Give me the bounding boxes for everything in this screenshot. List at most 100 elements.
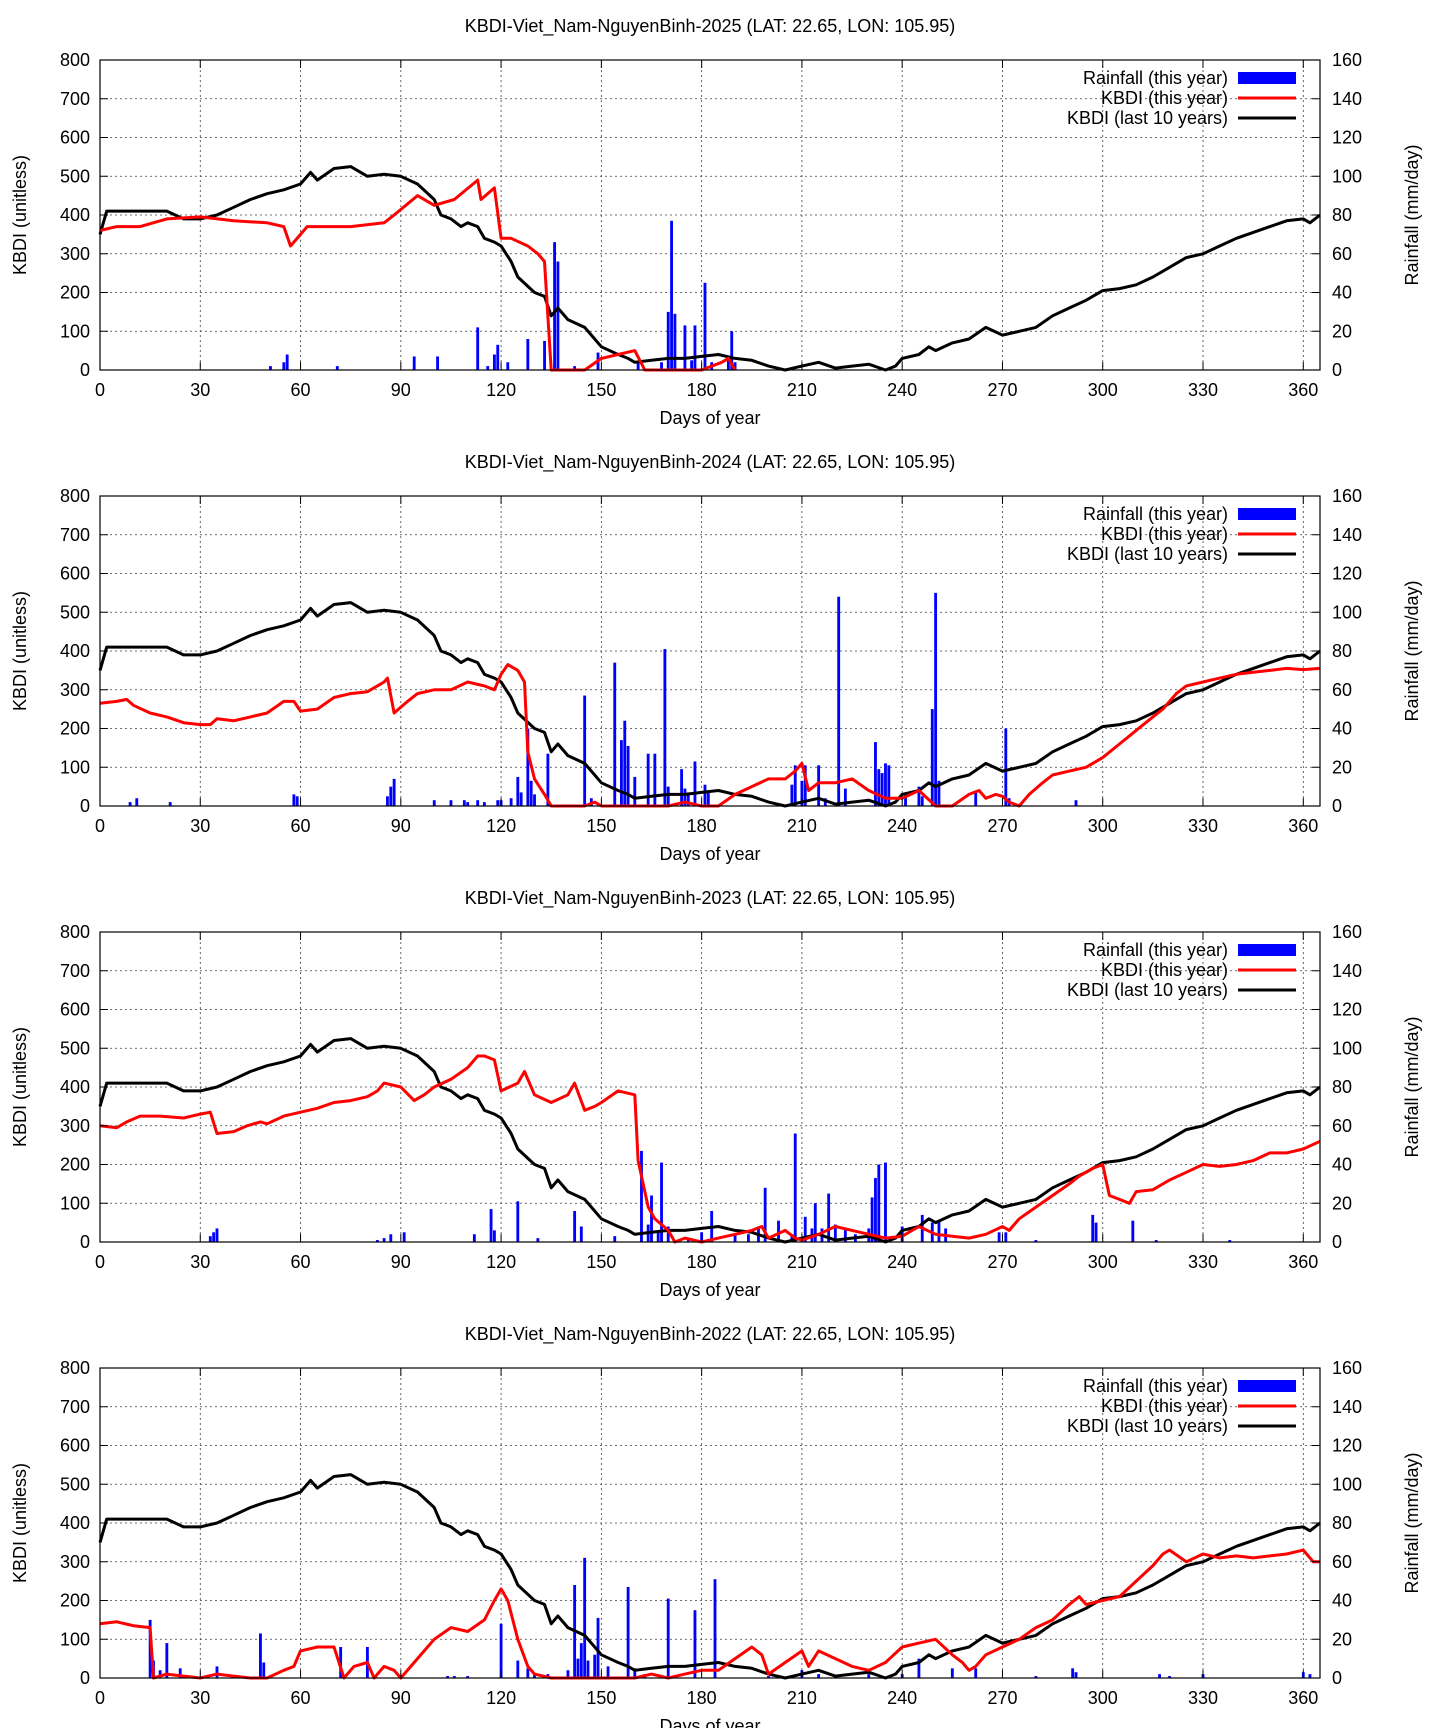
rainfall-bar (529, 780, 533, 806)
rainfall-bar (693, 761, 697, 806)
rainfall-bar (269, 366, 272, 370)
rainfall-bar (747, 1234, 750, 1242)
legend-swatch-rainfall (1238, 72, 1296, 84)
rainfall-bar (950, 1668, 954, 1678)
y-right-tick-label: 120 (1332, 128, 1362, 148)
x-tick-label: 0 (95, 380, 105, 400)
y-left-tick-label: 600 (60, 564, 90, 584)
rainfall-bar (620, 740, 623, 806)
y-right-tick-label: 80 (1332, 641, 1352, 661)
y-right-tick-label: 0 (1332, 1668, 1342, 1688)
y-left-tick-label: 800 (60, 1358, 90, 1378)
legend-label: KBDI (last 10 years) (1067, 108, 1228, 128)
rainfall-bar (335, 366, 339, 370)
legend-label: KBDI (this year) (1101, 960, 1228, 980)
rainfall-bar (576, 1658, 580, 1678)
rainfall-bar (583, 695, 587, 806)
legend-label: KBDI (last 10 years) (1067, 1416, 1228, 1436)
x-tick-label: 270 (987, 816, 1017, 836)
rainfall-bar (285, 354, 289, 370)
rainfall-bar (212, 1232, 216, 1242)
x-tick-label: 150 (586, 380, 616, 400)
kbdi-this-year-line (99, 1054, 1321, 1244)
legend-label: KBDI (this year) (1101, 88, 1228, 108)
chart-title: KBDI-Viet_Nam-NguyenBinh-2024 (LAT: 22.6… (465, 452, 956, 473)
chart-title: KBDI-Viet_Nam-NguyenBinh-2025 (LAT: 22.6… (465, 16, 956, 37)
rainfall-bar (626, 1586, 630, 1678)
y-right-tick-label: 0 (1332, 796, 1342, 816)
x-tick-label: 180 (687, 380, 717, 400)
rainfall-bar (613, 1236, 617, 1242)
rainfall-bar (623, 720, 627, 806)
y-left-tick-label: 500 (60, 602, 90, 622)
rainfall-bar (486, 366, 490, 370)
rainfall-bar (392, 778, 396, 806)
rainfall-bar (937, 1220, 941, 1242)
rainfall-bar (1034, 1676, 1038, 1678)
rainfall-bar (793, 765, 797, 806)
rainfall-bars (269, 220, 737, 370)
y-right-tick-label: 0 (1332, 1232, 1342, 1252)
rainfall-bar (262, 1662, 266, 1678)
y-right-tick-label: 60 (1332, 680, 1352, 700)
x-tick-label: 300 (1088, 816, 1118, 836)
x-tick-label: 60 (291, 1252, 311, 1272)
x-axis-label: Days of year (659, 408, 760, 428)
legend: Rainfall (this year)KBDI (this year)KBDI… (1067, 940, 1296, 1000)
legend-label: KBDI (this year) (1101, 524, 1228, 544)
rainfall-bar (536, 1238, 540, 1242)
rainfall-bar (904, 792, 907, 806)
rainfall-bar (496, 800, 500, 806)
rainfall-bar (733, 362, 737, 370)
rainfall-bar (790, 1234, 794, 1242)
rainfall-bar (640, 1150, 643, 1242)
rainfall-bar (386, 796, 389, 806)
rainfall-bar (680, 769, 684, 806)
rainfall-bar (636, 362, 640, 370)
x-tick-label: 180 (687, 1688, 717, 1708)
y-right-tick-label: 120 (1332, 1436, 1362, 1456)
y-left-axis-label: KBDI (unitless) (10, 591, 30, 711)
rainfall-bar (499, 1623, 503, 1678)
rainfall-bar (733, 1234, 737, 1242)
x-tick-label: 60 (291, 1688, 311, 1708)
rainfall-bar (135, 798, 139, 806)
kbdi-this-year-line (99, 663, 1321, 808)
x-tick-label: 60 (291, 380, 311, 400)
x-tick-label: 300 (1088, 380, 1118, 400)
chart-panel-2: KBDI-Viet_Nam-NguyenBinh-2024 (LAT: 22.6… (10, 452, 1422, 864)
y-left-axis-label: KBDI (unitless) (10, 1027, 30, 1147)
rainfall-bar (646, 753, 650, 806)
y-left-axis-label: KBDI (unitless) (10, 1463, 30, 1583)
rainfall-bar (339, 1647, 343, 1678)
x-tick-label: 180 (687, 1252, 717, 1272)
rainfall-bar (817, 1674, 821, 1678)
rainfall-bar (1074, 1672, 1078, 1678)
x-tick-label: 30 (190, 1252, 210, 1272)
kbdi-last-10-years-line (98, 1473, 1321, 1680)
y-left-tick-label: 700 (60, 961, 90, 981)
rainfall-bar (516, 1660, 520, 1678)
y-right-tick-label: 140 (1332, 525, 1362, 545)
x-tick-label: 360 (1288, 816, 1318, 836)
y-right-tick-label: 0 (1332, 360, 1342, 380)
y-right-tick-label: 140 (1332, 961, 1362, 981)
rainfall-bar (843, 1228, 847, 1242)
rainfall-bar (917, 786, 921, 806)
rainfall-bar (1071, 1668, 1075, 1678)
rainfall-bar (526, 1668, 530, 1678)
rainfall-bar (436, 356, 440, 370)
rainfall-bar (673, 313, 677, 370)
rainfall-bar (884, 763, 887, 806)
rainfall-bar (1004, 1232, 1008, 1242)
x-tick-label: 210 (787, 1688, 817, 1708)
legend: Rainfall (this year)KBDI (this year)KBDI… (1067, 504, 1296, 564)
rainfall-bar (446, 1676, 450, 1678)
y-left-tick-label: 200 (60, 283, 90, 303)
grid (100, 1368, 1320, 1678)
kbdi-last-10-years-line (98, 601, 1321, 808)
rainfall-bar (1091, 1214, 1095, 1242)
rainfall-bar (496, 344, 500, 370)
rainfall-bar (382, 1238, 386, 1242)
